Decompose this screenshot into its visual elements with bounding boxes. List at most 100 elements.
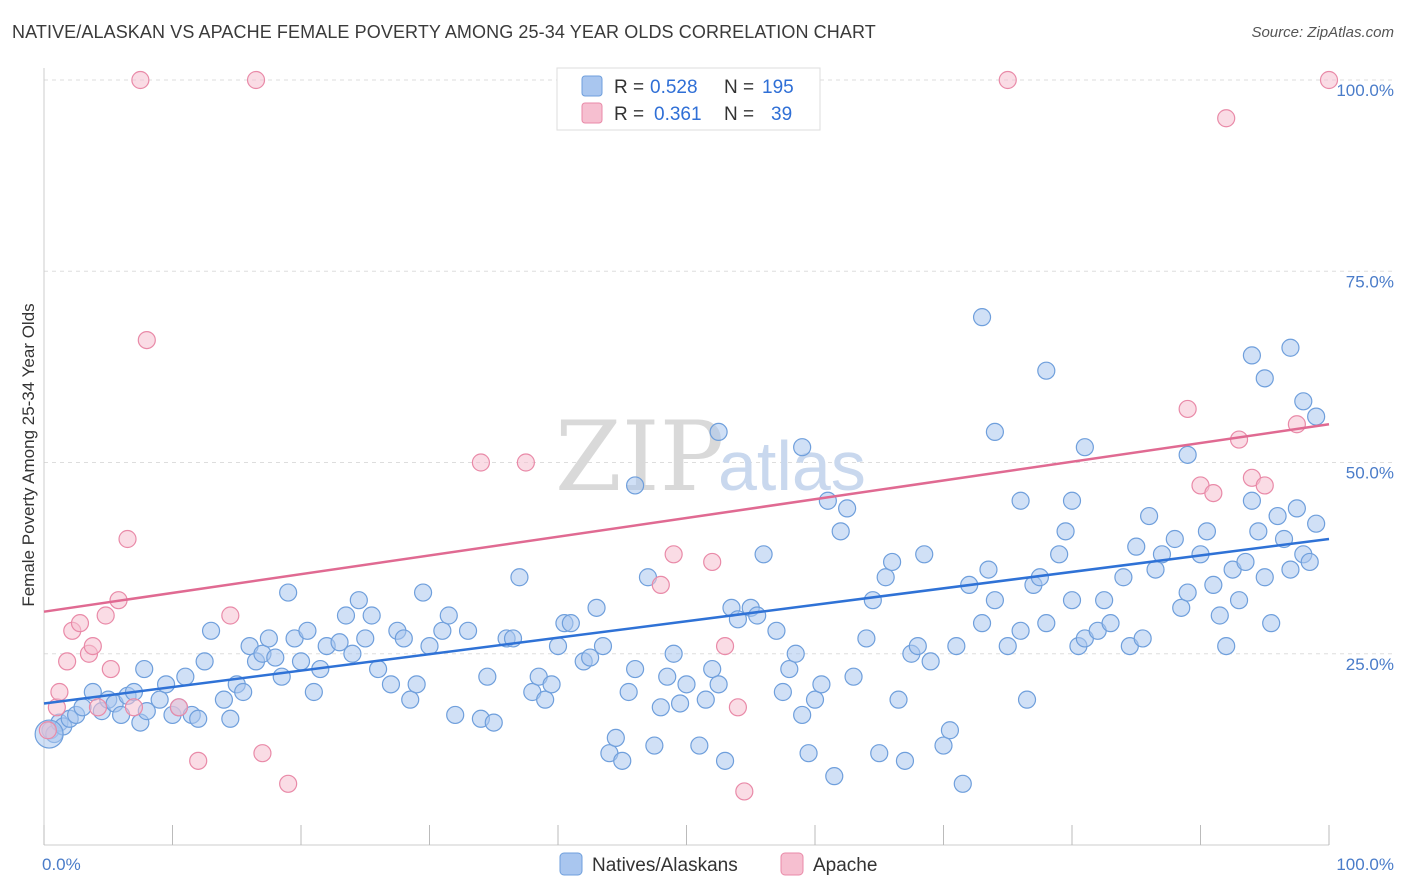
apache-point-20: [253, 744, 272, 763]
apache-point-16: [169, 698, 189, 717]
natives-point-90: [690, 736, 709, 755]
trend-lines: [43, 423, 1330, 705]
legend-r-label-1: R =: [614, 104, 644, 125]
apache-point-26: [664, 545, 683, 564]
natives-point-153: [1165, 529, 1184, 549]
natives-point-104: [793, 705, 812, 725]
natives-point-151: [1146, 560, 1165, 579]
natives-point-129: [972, 614, 992, 633]
natives-point-177: [793, 438, 812, 457]
natives-point-79: [606, 728, 625, 748]
natives-point-75: [581, 648, 600, 667]
natives-point-154: [1172, 598, 1191, 617]
apache-point-18: [221, 606, 240, 625]
natives-point-66: [510, 568, 529, 587]
natives-point-148: [1127, 537, 1146, 556]
natives-point-183: [1242, 346, 1262, 365]
natives-point-170: [1281, 560, 1300, 579]
legend-n-label-0: N =: [724, 77, 754, 98]
natives-point-57: [433, 621, 452, 640]
natives-point-163: [1236, 552, 1255, 572]
apache-point-9: [96, 606, 115, 625]
apache-point-29: [728, 698, 748, 717]
natives-point-132: [998, 636, 1017, 656]
natives-point-99: [754, 545, 773, 564]
natives-point-188: [1037, 361, 1056, 380]
natives-point-63: [484, 713, 503, 732]
natives-point-77: [593, 636, 613, 656]
natives-point-130: [979, 560, 998, 579]
series-legend: Natives/Alaskans Apache: [559, 852, 877, 876]
natives-point-84: [645, 736, 664, 755]
natives-point-6: [73, 698, 92, 717]
apache-point-22: [471, 453, 490, 472]
natives-point-187: [972, 308, 992, 327]
natives-point-71: [548, 636, 568, 656]
natives-point-139: [1056, 522, 1075, 541]
natives-point-81: [619, 682, 638, 702]
natives-point-86: [658, 667, 677, 686]
natives-point-105: [799, 744, 818, 763]
natives-point-145: [1101, 614, 1120, 633]
natives-point-44: [336, 606, 356, 625]
natives-point-58: [439, 606, 458, 625]
apache-point-23: [516, 453, 535, 472]
natives-point-56: [420, 636, 439, 656]
natives-point-165: [1249, 522, 1268, 541]
natives-trend-line: [43, 537, 1330, 705]
natives-point-114: [863, 591, 882, 610]
y-tick-label-0: 25.0%: [1346, 655, 1394, 674]
natives-point-180: [1062, 491, 1082, 510]
natives-point-62: [478, 667, 497, 686]
natives-point-115: [870, 744, 889, 763]
natives-point-122: [915, 545, 934, 564]
apache-point-2: [50, 682, 69, 702]
natives-point-164: [1242, 491, 1262, 510]
legend-n-label-1: N =: [724, 104, 754, 125]
natives-point-106: [805, 690, 825, 709]
apache-point-17: [189, 751, 208, 770]
natives-point-137: [1037, 614, 1056, 633]
natives-point-45: [343, 644, 362, 663]
apache-point-10: [101, 659, 120, 679]
natives-point-26: [214, 690, 233, 709]
natives-point-55: [413, 583, 433, 602]
natives-point-146: [1114, 568, 1133, 587]
natives-point-48: [362, 606, 381, 625]
natives-point-110: [831, 522, 850, 541]
watermark-atlas: atlas: [718, 427, 866, 505]
watermark-zip: ZIP: [555, 401, 724, 513]
natives-point-131: [985, 591, 1005, 610]
natives-point-38: [291, 652, 311, 671]
natives-point-59: [446, 705, 465, 725]
apache-point-28: [715, 636, 735, 656]
natives-point-100: [767, 621, 786, 640]
natives-point-111: [838, 499, 857, 518]
natives-point-69: [536, 690, 555, 709]
natives-point-35: [272, 667, 291, 686]
natives-point-36: [279, 583, 298, 602]
natives-point-176: [709, 422, 728, 441]
natives-point-107: [812, 675, 831, 694]
natives-point-159: [1210, 606, 1229, 625]
natives-point-133: [1011, 621, 1030, 640]
natives-point-24: [195, 652, 214, 671]
bottom-legend-swatch-natives: [559, 852, 583, 876]
y-tick-labels: 25.0% 50.0% 75.0% 100.0%: [1336, 81, 1394, 674]
natives-point-118: [889, 690, 908, 709]
natives-point-138: [1050, 545, 1069, 564]
natives-point-127: [953, 774, 972, 793]
legend-n-value-1: 39: [771, 104, 792, 125]
natives-point-149: [1133, 629, 1152, 648]
natives-point-52: [394, 629, 413, 648]
natives-point-112: [844, 667, 863, 686]
natives-point-50: [381, 675, 401, 694]
natives-point-60: [458, 621, 478, 640]
natives-point-102: [780, 659, 799, 679]
y-tick-label-2: 75.0%: [1346, 272, 1394, 291]
natives-point-160: [1217, 636, 1236, 656]
natives-point-140: [1062, 591, 1082, 610]
y-tick-label-1: 50.0%: [1346, 464, 1394, 483]
natives-point-47: [356, 629, 375, 648]
x-tick-label-1: 100.0%: [1336, 855, 1394, 874]
